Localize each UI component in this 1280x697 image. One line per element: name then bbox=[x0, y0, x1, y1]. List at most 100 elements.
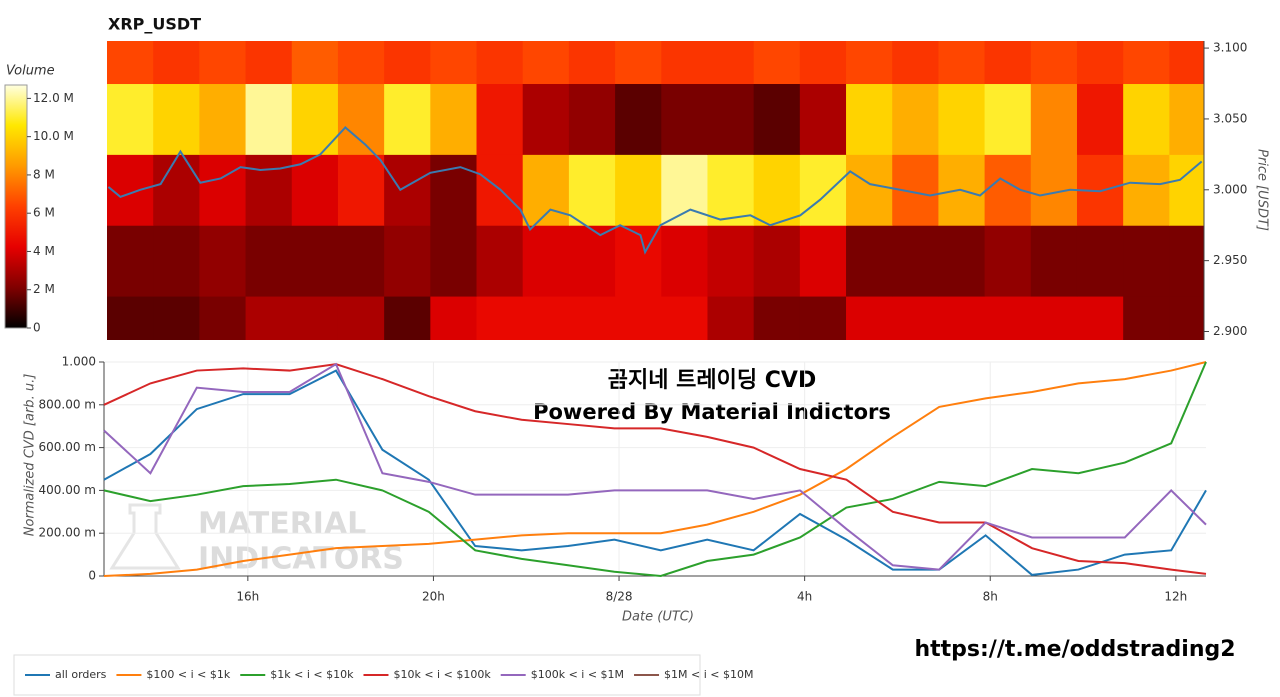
heatmap-cell bbox=[1030, 83, 1078, 155]
heatmap-cell bbox=[522, 296, 570, 340]
y-axis-label: Price [USDT] bbox=[1255, 149, 1270, 231]
heatmap-cell bbox=[153, 154, 200, 226]
x-axis-label: Date (UTC) bbox=[622, 610, 694, 625]
heatmap-cell bbox=[522, 41, 570, 85]
heatmap-cell bbox=[799, 41, 847, 85]
heatmap-cell bbox=[199, 296, 247, 340]
heatmap-cell bbox=[753, 296, 801, 340]
heatmap-cell bbox=[984, 225, 1032, 297]
chart-title: XRP_USDT bbox=[108, 15, 201, 34]
heatmap-cell bbox=[1123, 41, 1170, 85]
heatmap-cell bbox=[615, 296, 662, 340]
y-tick-label: 2.900 bbox=[1213, 324, 1247, 338]
heatmap-cell bbox=[892, 41, 939, 85]
heatmap-cell bbox=[938, 296, 986, 340]
heatmap-cell bbox=[984, 83, 1032, 155]
heatmap-cell bbox=[799, 154, 847, 226]
price-line bbox=[107, 126, 1203, 255]
heatmap-cell bbox=[661, 225, 708, 297]
heatmap-cell bbox=[337, 225, 385, 297]
legend-label: $10k < i < $100k bbox=[393, 668, 491, 681]
heatmap-cell bbox=[984, 296, 1032, 340]
heatmap-cell bbox=[245, 83, 293, 155]
heatmap-cell bbox=[1030, 296, 1078, 340]
heatmap-cell bbox=[199, 154, 247, 226]
legend-label: $100 < i < $1k bbox=[146, 668, 230, 681]
colorbar-tick-label: 8 M bbox=[33, 167, 55, 181]
heatmap-cell bbox=[707, 225, 755, 297]
heatmap-cell bbox=[476, 225, 524, 297]
annotation: Powered By Material Indictors bbox=[533, 400, 891, 424]
legend-label: all orders bbox=[55, 668, 107, 681]
y-axis-label: Normalized CVD [arb. u.] bbox=[23, 374, 38, 537]
heatmap-cell bbox=[107, 41, 154, 85]
heatmap-cell bbox=[892, 296, 939, 340]
y-tick-label: 3.050 bbox=[1213, 111, 1247, 125]
heatmap-cell bbox=[615, 41, 662, 85]
y-tick-label: 1.000 bbox=[62, 355, 96, 369]
y-tick-label: 0 bbox=[88, 569, 96, 583]
heatmap-cell bbox=[799, 296, 847, 340]
heatmap-cell bbox=[799, 225, 847, 297]
heatmap-cell bbox=[199, 83, 247, 155]
colorbar-tick-label: 0 bbox=[33, 321, 41, 335]
heatmap-cell bbox=[384, 225, 431, 297]
heatmap-cell bbox=[753, 83, 801, 155]
heatmap-cell bbox=[245, 225, 293, 297]
y-tick-label: 3.100 bbox=[1213, 41, 1247, 55]
x-tick-label: 16h bbox=[236, 590, 259, 604]
cvd-line bbox=[103, 361, 1207, 578]
heatmap-cell bbox=[245, 296, 293, 340]
heatmap-cell bbox=[568, 225, 616, 297]
heatmap-cell bbox=[337, 41, 385, 85]
heatmap-cell bbox=[984, 41, 1032, 85]
heatmap-cell bbox=[1169, 296, 1204, 340]
heatmap-cell bbox=[337, 296, 385, 340]
heatmap-cell bbox=[753, 41, 801, 85]
heatmap-cell bbox=[384, 154, 431, 226]
heatmap-cell bbox=[1030, 225, 1078, 297]
heatmap-cell bbox=[522, 225, 570, 297]
heatmap-cell bbox=[846, 296, 893, 340]
heatmap-cell bbox=[337, 83, 385, 155]
heatmap-cell bbox=[107, 154, 154, 226]
legend-label: $100k < i < $1M bbox=[531, 668, 624, 681]
heatmap-cell bbox=[753, 225, 801, 297]
heatmap-cell bbox=[153, 41, 200, 85]
y-tick-label: 200.00 m bbox=[39, 526, 97, 540]
heatmap-cell bbox=[153, 83, 200, 155]
link[interactable]: https://t.me/oddstrading2 bbox=[914, 637, 1235, 662]
x-tick-label: 8/28 bbox=[606, 590, 633, 604]
heatmap-cell bbox=[707, 154, 755, 226]
heatmap-cell bbox=[430, 41, 478, 85]
heatmap-cell bbox=[938, 41, 986, 85]
heatmap bbox=[107, 41, 1204, 340]
heatmap-cell bbox=[430, 225, 478, 297]
heatmap-cell bbox=[291, 83, 339, 155]
heatmap-cell bbox=[1169, 83, 1204, 155]
x-tick-label: 12h bbox=[1164, 590, 1187, 604]
heatmap-cell bbox=[1030, 41, 1078, 85]
watermark-text: MATERIAL bbox=[198, 507, 366, 542]
heatmap-cell bbox=[568, 296, 616, 340]
heatmap-cell bbox=[107, 225, 154, 297]
heatmap-cell bbox=[661, 296, 708, 340]
heatmap-cell bbox=[384, 41, 431, 85]
heatmap-cell bbox=[522, 83, 570, 155]
heatmap-cell bbox=[892, 225, 939, 297]
heatmap-cell bbox=[938, 83, 986, 155]
cvd-line bbox=[103, 363, 1207, 575]
heatmap-cell bbox=[291, 225, 339, 297]
cvd-line bbox=[103, 362, 1207, 571]
heatmap-cell bbox=[1169, 41, 1204, 85]
x-tick-label: 8h bbox=[983, 590, 998, 604]
annotation: 곰지네 트레이딩 CVD bbox=[608, 368, 816, 393]
x-tick-label: 4h bbox=[797, 590, 812, 604]
heatmap-cell bbox=[846, 41, 893, 85]
heatmap-cell bbox=[1169, 225, 1204, 297]
heatmap-cell bbox=[245, 41, 293, 85]
heatmap-cell bbox=[1123, 154, 1170, 226]
colorbar-tick-label: 12.0 M bbox=[33, 91, 74, 105]
heatmap-cell bbox=[1076, 83, 1124, 155]
